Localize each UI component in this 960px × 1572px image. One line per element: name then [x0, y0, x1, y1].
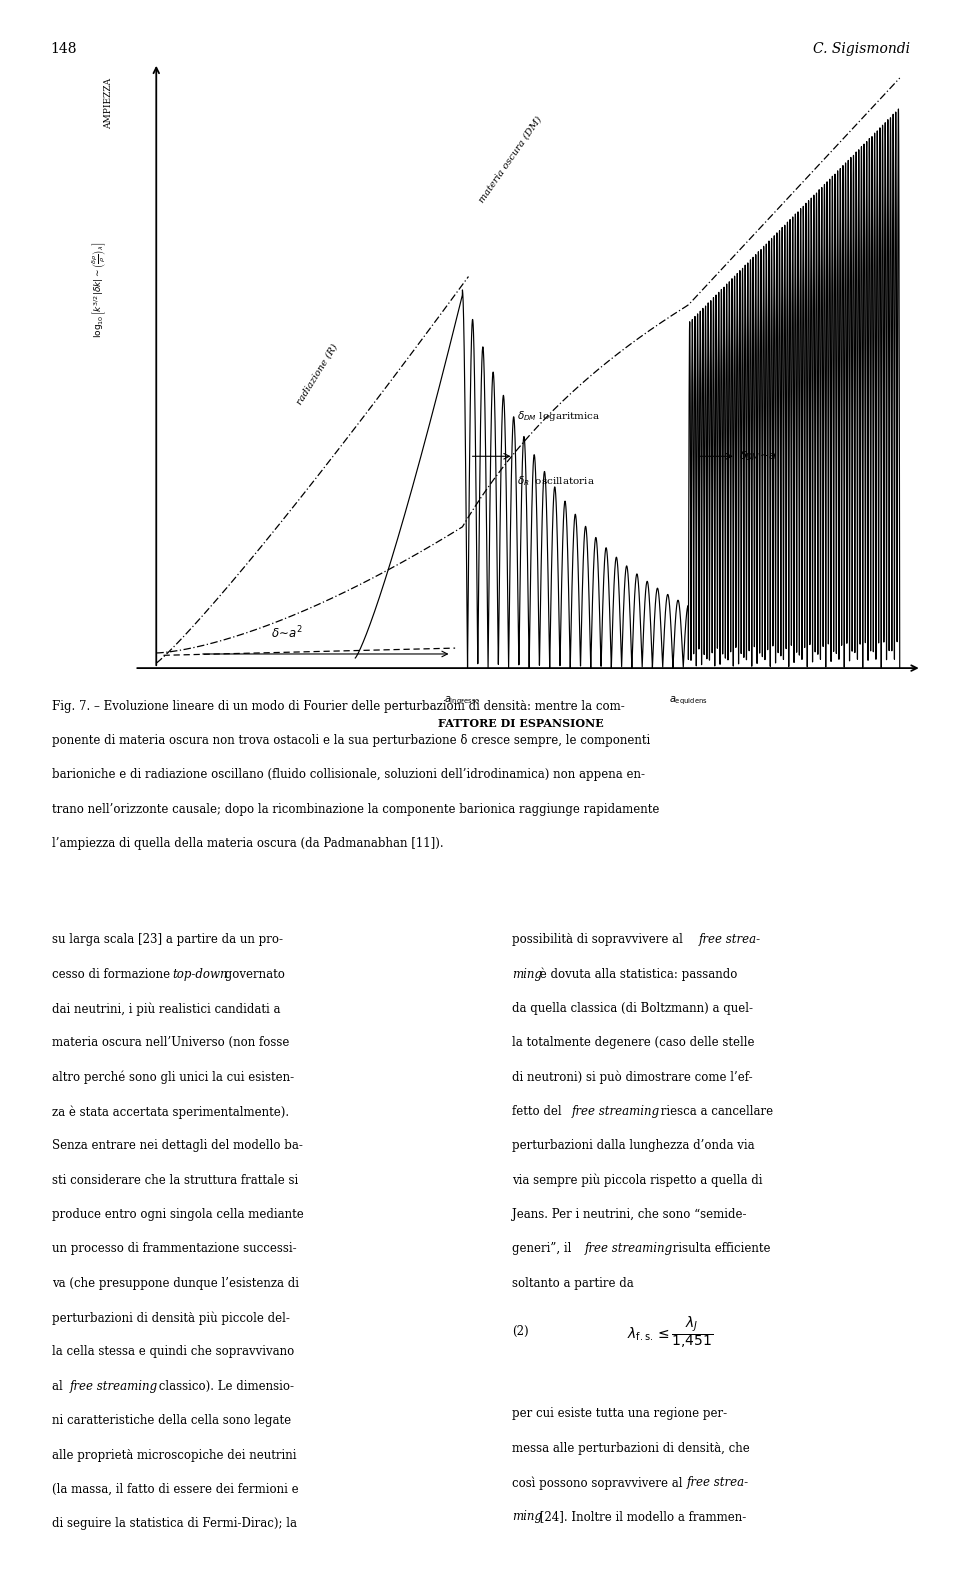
- Text: ponente di materia oscura non trova ostacoli e la sua perturbazione δ cresce sem: ponente di materia oscura non trova osta…: [52, 734, 650, 747]
- Text: (la massa, il fatto di essere dei fermioni e: (la massa, il fatto di essere dei fermio…: [52, 1482, 299, 1497]
- Text: un processo di frammentazione successi-: un processo di frammentazione successi-: [52, 1242, 297, 1256]
- Text: $\log_{10}\left[k^{3/2}|\delta k|\sim\left(\frac{\delta\rho}{\rho}\right)_\lambd: $\log_{10}\left[k^{3/2}|\delta k|\sim\le…: [90, 242, 108, 338]
- Text: radiazione (R): radiazione (R): [295, 341, 340, 406]
- Text: $\lambda_{\mathrm{f.s.}} \leq \dfrac{\lambda_J}{1{,}451}$: $\lambda_{\mathrm{f.s.}} \leq \dfrac{\la…: [627, 1314, 713, 1350]
- Text: $\delta_{DM}\!\sim\!a$: $\delta_{DM}\!\sim\!a$: [739, 450, 778, 464]
- Text: soltanto a partire da: soltanto a partire da: [512, 1276, 634, 1289]
- Text: fetto del: fetto del: [512, 1105, 565, 1118]
- Text: riesca a cancellare: riesca a cancellare: [657, 1105, 773, 1118]
- Text: $\delta\!\sim\!a^2$: $\delta\!\sim\!a^2$: [271, 624, 302, 641]
- Text: free strea-: free strea-: [687, 1476, 749, 1489]
- Text: ming: ming: [512, 1511, 541, 1523]
- Text: governato: governato: [221, 968, 285, 981]
- Text: AMPIEZZA: AMPIEZZA: [105, 77, 113, 129]
- Text: classico). Le dimensio-: classico). Le dimensio-: [155, 1380, 294, 1393]
- Text: generi”, il: generi”, il: [512, 1242, 575, 1256]
- Text: va (che presuppone dunque l’esistenza di: va (che presuppone dunque l’esistenza di: [52, 1276, 299, 1289]
- Text: altro perché sono gli unici la cui esisten-: altro perché sono gli unici la cui esist…: [52, 1071, 294, 1085]
- Text: Fig. 7. – Evoluzione lineare di un modo di Fourier delle perturbazioni di densit: Fig. 7. – Evoluzione lineare di un modo …: [52, 700, 625, 712]
- Text: $\delta_R\;$ oscillatoria: $\delta_R\;$ oscillatoria: [517, 475, 595, 489]
- Text: za è stata accertata sperimentalmente).: za è stata accertata sperimentalmente).: [52, 1105, 289, 1119]
- Text: ni caratteristiche della cella sono legate: ni caratteristiche della cella sono lega…: [52, 1415, 291, 1427]
- Text: C. Sigismondi: C. Sigismondi: [813, 41, 910, 55]
- Text: cesso di formazione: cesso di formazione: [52, 968, 174, 981]
- Text: [24]. Inoltre il modello a frammen-: [24]. Inoltre il modello a frammen-: [536, 1511, 746, 1523]
- Text: Senza entrare nei dettagli del modello ba-: Senza entrare nei dettagli del modello b…: [52, 1140, 302, 1152]
- Text: 148: 148: [50, 41, 77, 55]
- Text: FATTORE DI ESPANSIONE: FATTORE DI ESPANSIONE: [438, 718, 604, 729]
- Text: produce entro ogni singola cella mediante: produce entro ogni singola cella mediant…: [52, 1209, 303, 1221]
- Text: $a_{\rm equidens}$: $a_{\rm equidens}$: [669, 695, 708, 707]
- Text: per cui esiste tutta una regione per-: per cui esiste tutta una regione per-: [512, 1407, 727, 1421]
- Text: messa alle perturbazioni di densità, che: messa alle perturbazioni di densità, che: [512, 1442, 750, 1454]
- Text: alle proprietà microscopiche dei neutrini: alle proprietà microscopiche dei neutrin…: [52, 1448, 297, 1462]
- Text: la cella stessa e quindi che sopravvivano: la cella stessa e quindi che sopravvivan…: [52, 1346, 294, 1358]
- Text: su larga scala [23] a partire da un pro-: su larga scala [23] a partire da un pro-: [52, 934, 283, 946]
- Text: trano nell’orizzonte causale; dopo la ricombinazione la componente barionica rag: trano nell’orizzonte causale; dopo la ri…: [52, 803, 660, 816]
- Text: da quella classica (di Boltzmann) a quel-: da quella classica (di Boltzmann) a quel…: [512, 1001, 753, 1016]
- Text: così possono sopravvivere al: così possono sopravvivere al: [512, 1476, 686, 1490]
- Text: è dovuta alla statistica: passando: è dovuta alla statistica: passando: [536, 968, 737, 981]
- Text: Jeans. Per i neutrini, che sono “semide-: Jeans. Per i neutrini, che sono “semide-: [512, 1209, 746, 1221]
- Text: la totalmente degenere (caso delle stelle: la totalmente degenere (caso delle stell…: [512, 1036, 755, 1050]
- Text: perturbazioni di densità più piccole del-: perturbazioni di densità più piccole del…: [52, 1311, 290, 1325]
- Text: sti considerare che la struttura frattale si: sti considerare che la struttura frattal…: [52, 1174, 299, 1187]
- Text: materia oscura nell’Universo (non fosse: materia oscura nell’Universo (non fosse: [52, 1036, 289, 1050]
- Text: risulta efficiente: risulta efficiente: [669, 1242, 771, 1256]
- Text: possibilità di sopravvivere al: possibilità di sopravvivere al: [512, 934, 686, 946]
- Text: free streaming: free streaming: [70, 1380, 158, 1393]
- Text: di neutroni) si può dimostrare come l’ef-: di neutroni) si può dimostrare come l’ef…: [512, 1071, 753, 1085]
- Text: di seguire la statistica di Fermi-Dirac); la: di seguire la statistica di Fermi-Dirac)…: [52, 1517, 297, 1530]
- Text: al: al: [52, 1380, 66, 1393]
- Text: free streaming: free streaming: [572, 1105, 660, 1118]
- Text: $a_{\rm ingresso}$: $a_{\rm ingresso}$: [444, 695, 481, 707]
- Text: perturbazioni dalla lunghezza d’onda via: perturbazioni dalla lunghezza d’onda via: [512, 1140, 755, 1152]
- Text: l’ampiezza di quella della materia oscura (da Padmanabhan [11]).: l’ampiezza di quella della materia oscur…: [52, 838, 444, 850]
- Text: materia oscura (DM): materia oscura (DM): [477, 115, 543, 204]
- Text: via sempre più piccola rispetto a quella di: via sempre più piccola rispetto a quella…: [512, 1174, 762, 1187]
- Text: $\delta_{DM}$ logaritmica: $\delta_{DM}$ logaritmica: [517, 409, 601, 423]
- Text: free streaming: free streaming: [585, 1242, 672, 1256]
- Text: top-down: top-down: [173, 968, 228, 981]
- Text: dai neutrini, i più realistici candidati a: dai neutrini, i più realistici candidati…: [52, 1001, 280, 1016]
- Text: (2): (2): [512, 1325, 528, 1338]
- Text: barioniche e di radiazione oscillano (fluido collisionale, soluzioni dell’idrodi: barioniche e di radiazione oscillano (fl…: [52, 769, 645, 781]
- Text: ming: ming: [512, 968, 541, 981]
- Text: free strea-: free strea-: [699, 934, 761, 946]
